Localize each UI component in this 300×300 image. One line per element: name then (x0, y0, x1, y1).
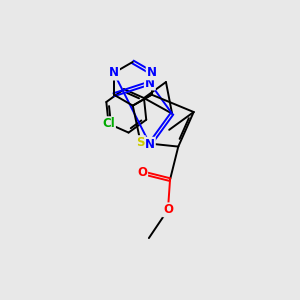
Text: Cl: Cl (102, 117, 115, 130)
Text: N: N (109, 66, 119, 80)
Text: N: N (145, 138, 155, 151)
Text: S: S (136, 136, 145, 149)
Text: O: O (163, 203, 173, 216)
Text: O: O (137, 166, 147, 179)
Text: N: N (147, 66, 157, 80)
Text: N: N (109, 66, 119, 80)
Text: N: N (145, 76, 155, 89)
